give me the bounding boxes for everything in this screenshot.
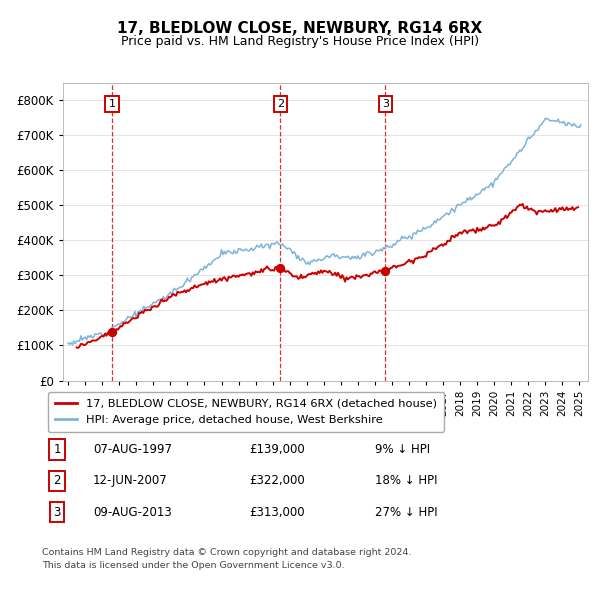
Text: 09-AUG-2013: 09-AUG-2013: [93, 506, 172, 519]
Text: 1: 1: [53, 443, 61, 456]
Text: Contains HM Land Registry data © Crown copyright and database right 2024.: Contains HM Land Registry data © Crown c…: [42, 548, 412, 556]
Text: 18% ↓ HPI: 18% ↓ HPI: [375, 474, 437, 487]
Text: £322,000: £322,000: [249, 474, 305, 487]
Text: Price paid vs. HM Land Registry's House Price Index (HPI): Price paid vs. HM Land Registry's House …: [121, 35, 479, 48]
Text: 12-JUN-2007: 12-JUN-2007: [93, 474, 168, 487]
Text: This data is licensed under the Open Government Licence v3.0.: This data is licensed under the Open Gov…: [42, 560, 344, 569]
Text: 2: 2: [53, 474, 61, 487]
Text: 9% ↓ HPI: 9% ↓ HPI: [375, 443, 430, 456]
Text: 07-AUG-1997: 07-AUG-1997: [93, 443, 172, 456]
Text: 3: 3: [53, 506, 61, 519]
Text: 1: 1: [109, 99, 116, 109]
Point: [275, 263, 285, 273]
Point: [380, 266, 390, 276]
Text: 27% ↓ HPI: 27% ↓ HPI: [375, 506, 437, 519]
Legend: 17, BLEDLOW CLOSE, NEWBURY, RG14 6RX (detached house), HPI: Average price, detac: 17, BLEDLOW CLOSE, NEWBURY, RG14 6RX (de…: [47, 392, 444, 431]
Text: £139,000: £139,000: [249, 443, 305, 456]
Point: [107, 327, 117, 336]
Text: 3: 3: [382, 99, 389, 109]
Text: 2: 2: [277, 99, 284, 109]
Text: 17, BLEDLOW CLOSE, NEWBURY, RG14 6RX: 17, BLEDLOW CLOSE, NEWBURY, RG14 6RX: [118, 21, 482, 35]
Text: £313,000: £313,000: [249, 506, 305, 519]
